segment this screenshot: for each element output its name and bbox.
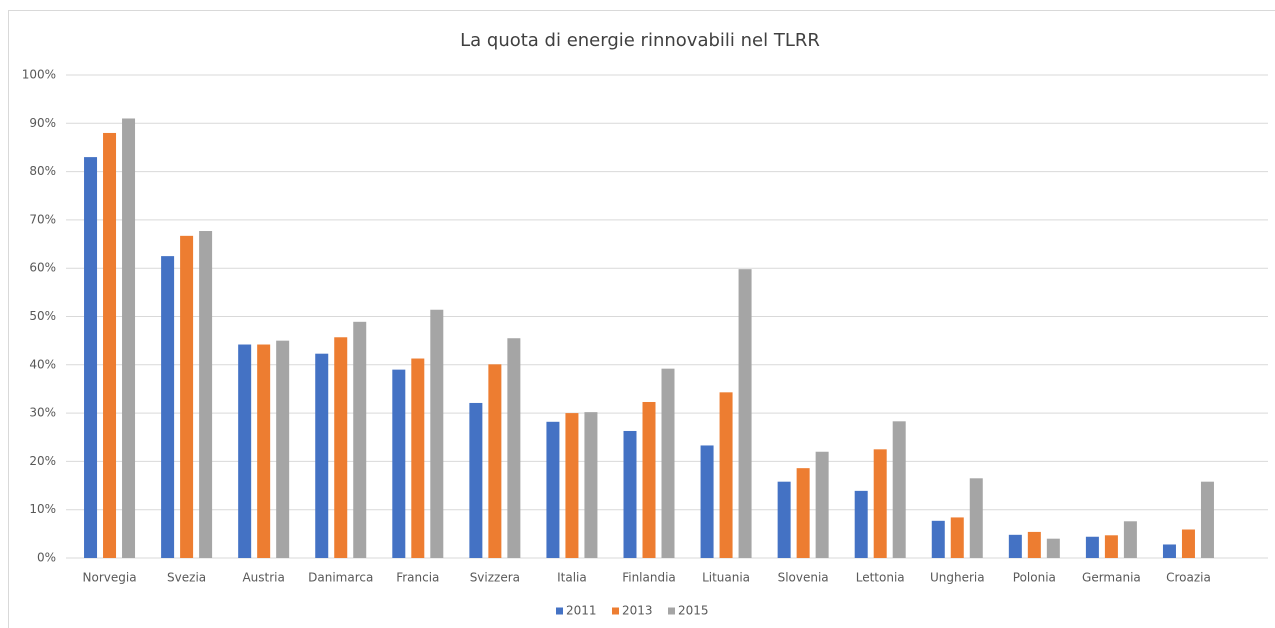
bar [392, 369, 406, 558]
x-tick-label: Austria [242, 571, 284, 585]
bar [892, 421, 906, 558]
bar [950, 517, 964, 558]
y-tick-label: 70% [29, 212, 56, 226]
x-tick-label: Finlandia [622, 571, 676, 585]
bar [1123, 521, 1137, 558]
bar [488, 364, 502, 558]
bar [1181, 529, 1195, 558]
bar [238, 344, 252, 558]
bar [796, 468, 810, 558]
bar [257, 344, 271, 558]
x-tick-label: Francia [396, 571, 439, 585]
legend-swatch [556, 607, 563, 615]
bar [1085, 536, 1099, 558]
bar [565, 413, 579, 558]
x-tick-label: Lettonia [856, 571, 905, 585]
bar [353, 321, 367, 558]
bar [507, 338, 521, 558]
bar [873, 449, 887, 558]
y-tick-label: 30% [29, 406, 56, 420]
bar [931, 520, 945, 558]
y-tick-label: 90% [29, 116, 56, 130]
bar [700, 445, 714, 558]
legend-swatch [612, 607, 619, 615]
bar [276, 340, 290, 558]
y-tick-label: 60% [29, 261, 56, 275]
y-tick-label: 20% [29, 454, 56, 468]
y-tick-label: 100% [22, 68, 56, 82]
bar [642, 401, 656, 558]
bar [969, 478, 983, 558]
x-tick-label: Germania [1082, 571, 1141, 585]
x-tick-label: Norvegia [83, 571, 137, 585]
bar [719, 392, 733, 558]
bar [430, 309, 444, 558]
x-tick-label: Danimarca [308, 571, 373, 585]
bar [315, 353, 329, 558]
bar [84, 157, 98, 559]
bar [334, 337, 348, 558]
bar [738, 269, 752, 558]
bar [815, 451, 829, 558]
bar [584, 412, 598, 558]
bar [546, 421, 560, 558]
y-tick-label: 80% [29, 164, 56, 178]
bar [777, 481, 791, 558]
bar [161, 256, 175, 558]
legend-swatch [668, 607, 675, 615]
bar [1027, 531, 1041, 558]
x-tick-label: Ungheria [930, 571, 985, 585]
x-tick-label: Svizzera [470, 571, 520, 585]
chart-title: La quota di energie rinnovabili nel TLRR [460, 30, 820, 51]
x-tick-label: Italia [557, 571, 587, 585]
bar [103, 132, 117, 558]
legend-label: 2013 [622, 604, 653, 618]
bar [411, 358, 425, 558]
y-tick-label: 0% [37, 551, 56, 565]
legend-label: 2011 [566, 604, 597, 618]
y-tick-label: 50% [29, 309, 56, 323]
x-tick-label: Lituania [702, 571, 750, 585]
y-tick-label: 10% [29, 502, 56, 516]
bar [1200, 481, 1214, 558]
y-tick-label: 40% [29, 357, 56, 371]
bar [199, 231, 213, 558]
bar [661, 368, 675, 558]
chart-border [8, 10, 1275, 628]
bar [1104, 535, 1118, 558]
x-tick-label: Svezia [167, 571, 206, 585]
bar [180, 235, 194, 559]
bar [122, 118, 136, 558]
bar [854, 490, 868, 558]
bar [1046, 538, 1060, 558]
x-tick-label: Croazia [1166, 571, 1211, 585]
x-tick-label: Polonia [1013, 571, 1056, 585]
x-tick-label: Slovenia [778, 571, 829, 585]
legend-label: 2015 [678, 604, 709, 618]
bar [469, 402, 483, 558]
bar [623, 430, 637, 558]
bar [1008, 534, 1022, 558]
bar [1162, 544, 1176, 558]
